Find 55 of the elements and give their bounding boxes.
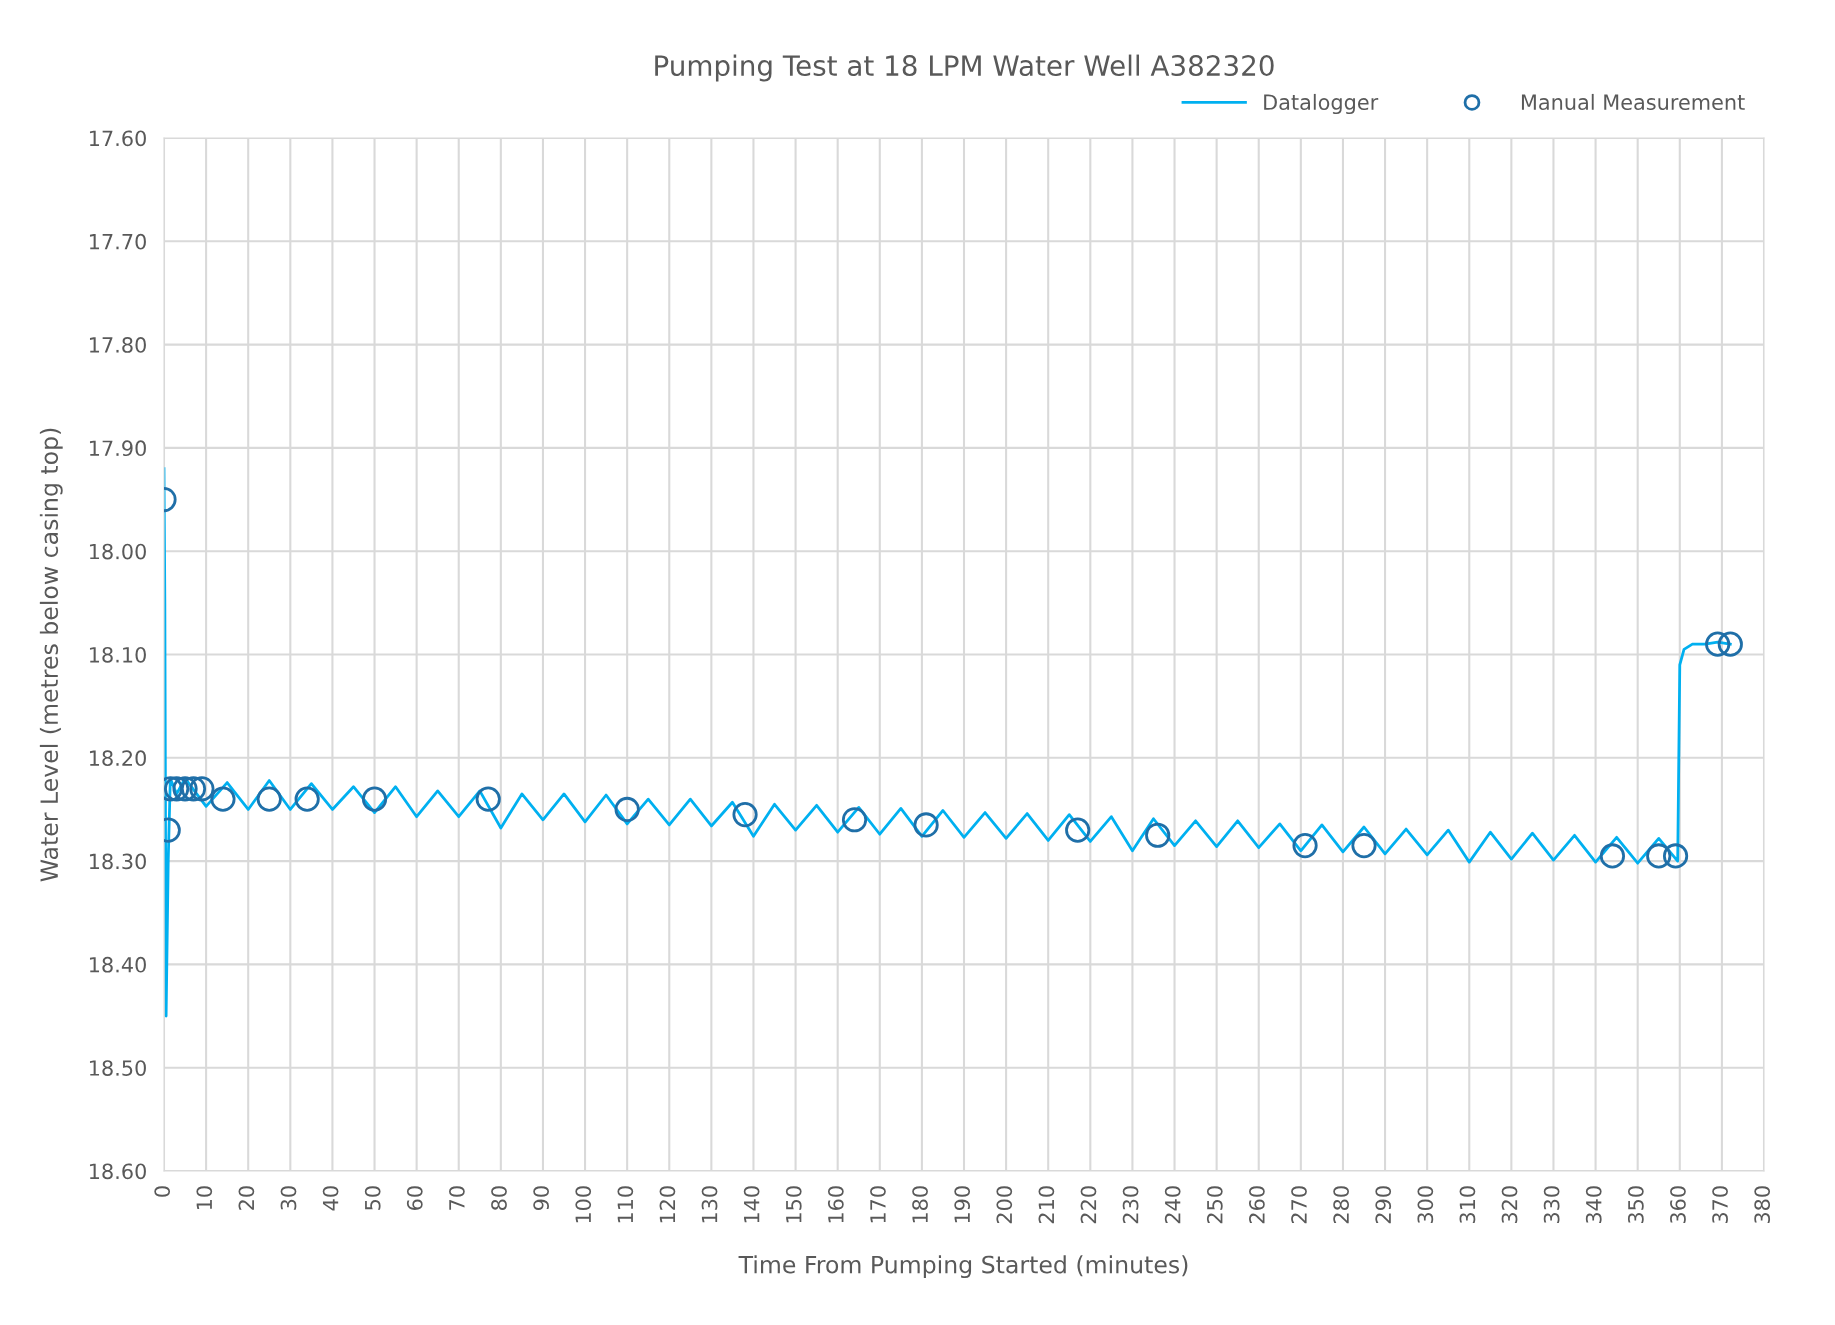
y-axis-title: Water Level (metres below casing top)	[39, 428, 63, 882]
x-tick-label: 270	[1291, 1186, 1307, 1224]
x-tick-label: 330	[1543, 1186, 1560, 1224]
x-tick-label: 280	[1333, 1186, 1349, 1224]
x-tick-label: 360	[1670, 1186, 1686, 1224]
y-tick-label: 18.10	[89, 646, 146, 663]
chart-title: Pumping Test at 18 LPM Water Well A382320	[655, 54, 1274, 82]
x-tick-label: 40	[322, 1186, 339, 1211]
x-tick-label: 370	[1712, 1186, 1728, 1224]
x-tick-label: 190	[954, 1186, 971, 1223]
x-tick-label: 70	[449, 1186, 465, 1210]
y-tick-label: 17.80	[89, 337, 146, 353]
x-tick-label: 130	[701, 1186, 718, 1223]
x-tick-label: 170	[870, 1186, 886, 1223]
y-tick-label: 18.60	[89, 1163, 146, 1180]
legend-label: Manual Measurement	[1521, 93, 1745, 111]
y-tick-label: 18.20	[89, 750, 146, 767]
x-tick-label: 200	[996, 1186, 1013, 1224]
x-tick-label: 150	[785, 1186, 802, 1223]
x-tick-label: 100	[575, 1186, 592, 1223]
x-tick-label: 300	[1417, 1186, 1434, 1224]
x-tick-label: 110	[617, 1186, 634, 1223]
x-tick-label: 50	[364, 1186, 381, 1210]
x-tick-label: 30	[280, 1186, 297, 1210]
x-tick-label: 310	[1459, 1186, 1476, 1224]
x-tick-label: 20	[238, 1186, 255, 1210]
x-tick-label: 260	[1249, 1186, 1265, 1224]
legend-label: Datalogger	[1264, 93, 1379, 115]
x-tick-label: 340	[1585, 1186, 1602, 1224]
x-tick-label: 180	[912, 1186, 928, 1223]
x-axis-title: Time From Pumping Started (minutes)	[738, 1255, 1188, 1279]
x-tick-label: 0	[154, 1186, 171, 1197]
x-tick-label: 90	[533, 1186, 549, 1211]
x-tick-label: 250	[1206, 1186, 1223, 1224]
y-tick-label: 17.90	[89, 440, 146, 457]
y-tick-label: 18.50	[89, 1060, 146, 1076]
x-tick-label: 80	[491, 1186, 507, 1210]
x-tick-label: 320	[1501, 1186, 1518, 1224]
y-tick-label: 18.00	[89, 543, 146, 560]
x-tick-label: 10	[196, 1186, 213, 1210]
x-tick-label: 60	[406, 1186, 423, 1210]
y-tick-label: 18.40	[89, 956, 146, 973]
x-tick-label: 220	[1080, 1186, 1097, 1224]
x-tick-label: 350	[1627, 1186, 1644, 1224]
y-tick-label: 17.60	[89, 130, 146, 147]
x-tick-label: 120	[659, 1186, 676, 1223]
y-tick-label: 17.70	[89, 233, 146, 250]
x-tick-label: 290	[1375, 1186, 1392, 1224]
x-tick-label: 160	[827, 1186, 844, 1223]
x-tick-label: 140	[743, 1186, 760, 1223]
x-tick-label: 380	[1754, 1186, 1771, 1224]
x-tick-label: 210	[1038, 1186, 1055, 1224]
x-tick-label: 240	[1164, 1186, 1181, 1224]
x-tick-label: 230	[1122, 1186, 1139, 1224]
y-tick-label: 18.30	[89, 853, 146, 870]
